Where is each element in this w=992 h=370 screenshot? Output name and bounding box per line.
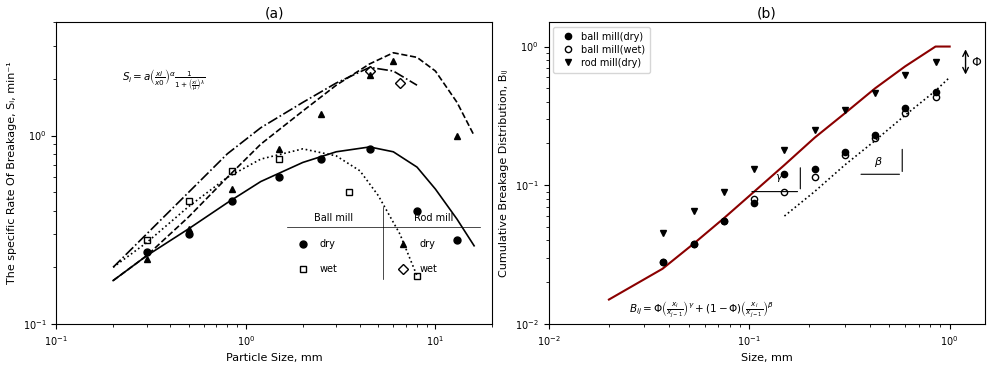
Y-axis label: Cumulative Breakage Distribution, Bᵢⱼ: Cumulative Breakage Distribution, Bᵢⱼ — [499, 69, 510, 277]
X-axis label: Size, mm: Size, mm — [741, 353, 793, 363]
Text: $B_{ij} = \Phi\left(\frac{x_i}{x_{j-1}}\right)^\gamma + (1-\Phi)\left(\frac{x_i}: $B_{ij} = \Phi\left(\frac{x_i}{x_{j-1}}\… — [629, 300, 774, 320]
Text: $\Phi$: $\Phi$ — [971, 56, 982, 69]
Title: (b): (b) — [757, 7, 777, 21]
Text: $\gamma$: $\gamma$ — [776, 172, 785, 184]
Text: $\beta$: $\beta$ — [874, 155, 883, 169]
Legend: ball mill(dry), ball mill(wet), rod mill(dry): ball mill(dry), ball mill(wet), rod mill… — [554, 27, 650, 73]
Title: (a): (a) — [265, 7, 284, 21]
X-axis label: Particle Size, mm: Particle Size, mm — [226, 353, 322, 363]
Y-axis label: The specific Rate Of Breakage, Sᵢ, min⁻¹: The specific Rate Of Breakage, Sᵢ, min⁻¹ — [7, 62, 17, 285]
Text: $S_i = a\left(\frac{xi}{x0}\right)^\alpha \frac{1}{1+\left(\frac{xi}{\mu}\right): $S_i = a\left(\frac{xi}{x0}\right)^\alph… — [122, 67, 205, 93]
